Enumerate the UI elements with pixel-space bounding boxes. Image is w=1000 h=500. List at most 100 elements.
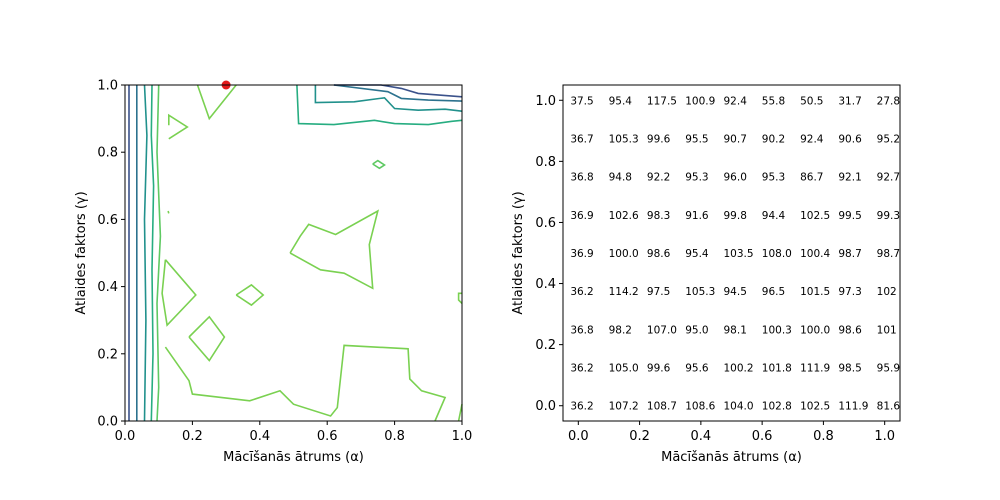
contour-line [150,84,155,422]
contour-x-axis-label: Mācīšanās ātrums (α) [223,450,364,465]
grid-cell-value: 105.3 [685,286,715,298]
grid-cell-value: 97.3 [838,286,861,298]
grid-cell-value: 95.9 [877,363,900,375]
grid-cell-value: 92.1 [838,172,861,184]
contour-line [457,292,463,304]
value-grid-y-axis-label: Atlaides faktors (γ) [511,191,526,314]
grid-cell-value: 107.0 [647,324,677,336]
contour-y-ticks: 0.0 0.2 0.4 0.6 0.8 1.0 [97,79,125,430]
grid-cell-value: 98.1 [724,324,747,336]
y-tick-label: 0.0 [97,415,118,430]
y-tick-label: 0.6 [535,216,556,231]
grid-cell-value: 99.6 [647,133,671,145]
contour-line [314,85,463,112]
grid-cell-value: 98.6 [838,324,862,336]
grid-cell-value: 90.2 [762,133,785,145]
x-tick-label: 0.8 [384,429,405,444]
value-grid-x-axis-label: Mācīšanās ātrums (α) [661,450,802,465]
contour-x-ticks: 0.0 0.2 0.4 0.6 0.8 1.0 [115,421,473,444]
grid-cell-value: 97.5 [647,286,670,298]
grid-cell-value: 36.8 [570,324,593,336]
grid-cell-value: 36.2 [570,401,593,413]
y-tick-label: 0.6 [97,213,118,228]
grid-cell-value: 94.5 [724,286,747,298]
contour-line [333,84,463,102]
grid-cell-value: 98.7 [838,248,861,260]
grid-cell-value: 107.2 [609,401,639,413]
grid-cell-value: 95.3 [685,172,708,184]
y-tick-label: 1.0 [97,79,118,94]
grid-cell-value: 99.3 [877,210,900,222]
grid-cell-value: 100.2 [724,363,754,375]
y-tick-label: 1.0 [535,94,556,109]
contour-line [156,84,162,422]
grid-cell-value: 36.9 [570,210,593,222]
grid-cell-value: 96.5 [762,286,785,298]
grid-cell-value: 36.2 [570,363,593,375]
grid-cell-value: 100.4 [800,248,830,260]
grid-cell-value: 105.0 [609,363,639,375]
grid-cell-value: 31.7 [838,95,861,107]
grid-cell-value: 98.6 [647,248,671,260]
grid-cell-value: 36.8 [570,172,593,184]
grid-cell-value: 98.3 [647,210,670,222]
grid-cell-value: 90.6 [838,133,862,145]
grid-cell-value: 108.0 [762,248,792,260]
grid-cell-value: 101 [877,324,897,336]
value-grid-axes-frame [562,84,901,422]
grid-cell-value: 104.0 [724,401,754,413]
grid-cell-value: 105.3 [609,133,639,145]
grid-cell-value: 27.8 [877,95,900,107]
grid-cell-value: 92.2 [647,172,670,184]
grid-cell-value: 99.8 [724,210,747,222]
y-tick-label: 0.2 [535,338,556,353]
contour-line [164,344,447,422]
grid-cell-value: 95.6 [685,363,709,375]
x-tick-label: 1.0 [452,429,473,444]
x-tick-label: 0.4 [249,429,270,444]
grid-cell-value: 100.3 [762,324,792,336]
grid-cell-value: 99.6 [647,363,671,375]
grid-cell-value: 102 [877,286,897,298]
grid-cell-value: 95.3 [762,172,785,184]
x-tick-label: 0.2 [182,429,203,444]
y-tick-label: 0.2 [97,347,118,362]
grid-cell-value: 94.4 [762,210,786,222]
grid-cell-value: 86.7 [800,172,823,184]
y-tick-label: 0.4 [535,277,556,292]
grid-cell-value: 108.7 [647,401,677,413]
grid-cell-value: 92.4 [800,133,824,145]
contour-line [161,259,197,327]
y-tick-label: 0.8 [97,146,118,161]
value-grid-x-ticks: 0.0 0.2 0.4 0.6 0.8 1.0 [568,421,895,444]
grid-cell-value: 91.6 [685,210,709,222]
grid-cell-value: 101.8 [762,363,792,375]
grid-cell-value: 36.9 [570,248,593,260]
grid-cell-value: 96.0 [724,172,747,184]
grid-cell-value: 92.4 [724,95,748,107]
grid-cell-value: 102.6 [609,210,639,222]
grid-cell-value: 81.6 [877,401,901,413]
x-tick-label: 1.0 [874,429,895,444]
grid-cell-value: 100.9 [685,95,715,107]
grid-cell-value: 102.5 [800,401,830,413]
grid-cell-value: 111.9 [838,401,868,413]
grid-cell-value: 55.8 [762,95,785,107]
grid-cell-value: 108.6 [685,401,715,413]
grid-cell-value: 37.5 [570,95,593,107]
x-tick-label: 0.0 [568,429,589,444]
x-tick-label: 0.8 [813,429,834,444]
grid-cell-value: 117.5 [647,95,677,107]
grid-cell-value: 95.4 [685,248,709,260]
grid-cell-value: 36.2 [570,286,593,298]
value-grid-cells: 37.5 95.4 117.5 100.9 92.4 55.8 50.5 31.7 27.8 36… [570,95,900,412]
grid-cell-value: 101.5 [800,286,830,298]
grid-cell-value: 95.5 [685,133,708,145]
grid-cell-value: 111.9 [800,363,830,375]
contour-line [289,209,380,290]
grid-cell-value: 98.7 [877,248,900,260]
x-tick-label: 0.0 [115,429,136,444]
grid-cell-value: 102.5 [800,210,830,222]
grid-cell-value: 98.2 [609,324,632,336]
grid-cell-value: 102.8 [762,401,792,413]
